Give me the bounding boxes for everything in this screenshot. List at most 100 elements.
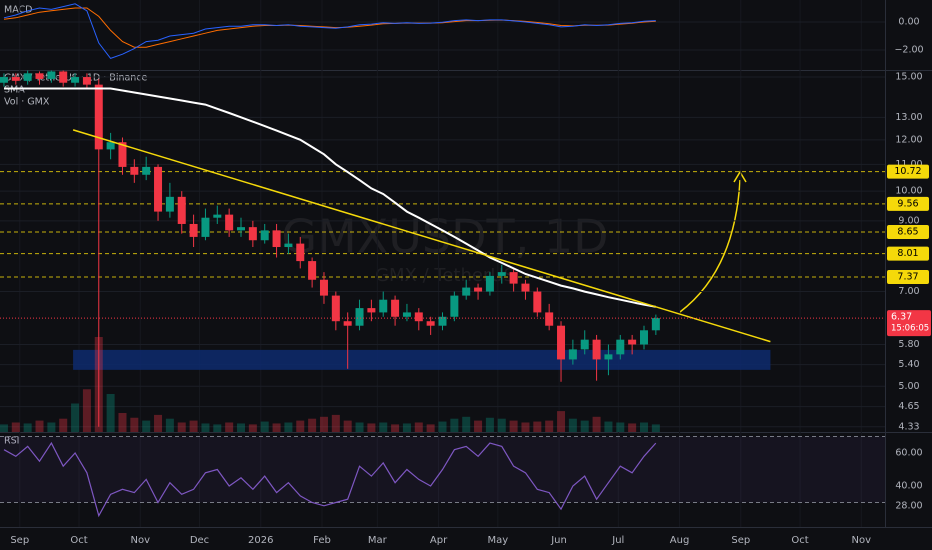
- x-tick-label: 2026: [248, 535, 273, 546]
- candle-body: [59, 71, 68, 83]
- candle-body: [94, 84, 103, 150]
- candle-body: [237, 227, 246, 231]
- volume-bar: [165, 418, 174, 432]
- candle-body: [497, 272, 506, 276]
- candle-body: [485, 275, 494, 292]
- volume-bar: [201, 423, 210, 432]
- x-tick-label: Sep: [731, 535, 750, 546]
- candle-body: [533, 291, 542, 313]
- x-tick-label: Nov: [130, 535, 150, 546]
- y-tick-label: 5.80: [898, 339, 919, 350]
- volume-bar: [367, 423, 376, 432]
- volume-bar: [142, 420, 151, 432]
- level-label-box: [887, 196, 929, 211]
- level-label-box: [887, 246, 929, 261]
- x-tick-label: Jun: [550, 535, 567, 546]
- legend-volume: Vol · GMX: [4, 97, 50, 108]
- candle-body: [272, 230, 281, 248]
- candle-body: [118, 142, 127, 167]
- x-tick-label: Aug: [670, 535, 690, 546]
- volume-bar: [497, 418, 506, 432]
- candle-body: [355, 308, 364, 326]
- watermark: GMXUSDT, 1D: [281, 210, 608, 264]
- x-tick-label: Dec: [190, 535, 209, 546]
- x-tick-label: Oct: [791, 535, 808, 546]
- candle-body: [367, 308, 376, 313]
- y-tick-label: 10.00: [895, 186, 922, 197]
- candle-body: [177, 196, 186, 224]
- candle-body: [165, 196, 174, 212]
- volume-bar: [319, 416, 328, 432]
- volume-bar: [308, 418, 317, 432]
- volume-bar: [296, 420, 305, 432]
- y-tick-label: 11.00: [895, 159, 922, 170]
- watermark-subtitle: GMX / TetherUS: [375, 265, 515, 286]
- candle-body: [438, 316, 447, 326]
- volume-bar: [154, 414, 163, 432]
- volume-bar: [616, 422, 625, 432]
- volume-bar: [11, 422, 20, 432]
- candle-body: [225, 214, 234, 231]
- y-tick-label: 0.00: [898, 16, 919, 27]
- volume-bar: [580, 420, 589, 432]
- candle-body: [545, 312, 554, 326]
- candle-body: [521, 283, 530, 292]
- macd-signal: [3, 7, 656, 48]
- last-price-label: 6.37: [891, 312, 912, 323]
- volume-bar: [118, 413, 127, 432]
- legend-sma: SMA: [4, 85, 25, 96]
- x-tick-label: Nov: [852, 535, 872, 546]
- support-zone: [73, 349, 771, 370]
- x-tick-label: Apr: [430, 535, 448, 546]
- candle-body: [450, 295, 459, 317]
- volume-bar: [474, 420, 483, 432]
- last-price-box: [887, 310, 931, 337]
- volume-bar: [331, 414, 340, 432]
- volume-bar: [450, 418, 459, 432]
- volume-bar: [379, 422, 388, 432]
- y-tick-label: 4.65: [898, 401, 919, 412]
- volume-bar: [237, 423, 246, 432]
- arrow-head: [733, 170, 747, 183]
- candle-body: [308, 261, 317, 280]
- volume-bar: [248, 424, 257, 432]
- y-tick-label: −2.00: [894, 44, 923, 55]
- candle-body: [47, 71, 56, 79]
- level-label: 8.01: [897, 248, 918, 259]
- volume-bar: [0, 424, 8, 432]
- y-tick-label: 9.00: [898, 215, 919, 226]
- candle-body: [35, 73, 44, 79]
- volume-bar: [651, 424, 660, 432]
- volume-bar: [82, 389, 91, 432]
- volume-bar: [592, 416, 601, 432]
- candle-body: [296, 243, 305, 262]
- volume-bar: [225, 422, 234, 432]
- volume-bar: [189, 420, 198, 432]
- volume-bar: [71, 403, 80, 432]
- candle-body: [557, 325, 566, 360]
- x-tick-label: May: [487, 535, 508, 546]
- volume-bar: [23, 423, 32, 432]
- candle-body: [82, 77, 91, 85]
- candle-body: [604, 354, 613, 360]
- volume-bar: [272, 423, 281, 432]
- y-tick-label: 13.00: [895, 112, 922, 123]
- candle-body: [142, 166, 151, 175]
- level-label: 9.56: [897, 198, 918, 209]
- y-tick-label: 60.00: [895, 447, 922, 458]
- volume-bar: [284, 422, 293, 432]
- volume-bar: [462, 416, 471, 432]
- candle-body: [568, 349, 577, 360]
- candle-body: [509, 272, 518, 284]
- level-label: 10.72: [894, 166, 921, 177]
- volume-bar: [260, 421, 269, 432]
- sma-line: [4, 87, 656, 308]
- candle-body: [0, 77, 8, 83]
- candle-body: [379, 299, 388, 313]
- countdown: 15:06:05: [891, 324, 929, 334]
- macd-line: [3, 3, 656, 59]
- y-tick-label: 5.40: [898, 359, 919, 370]
